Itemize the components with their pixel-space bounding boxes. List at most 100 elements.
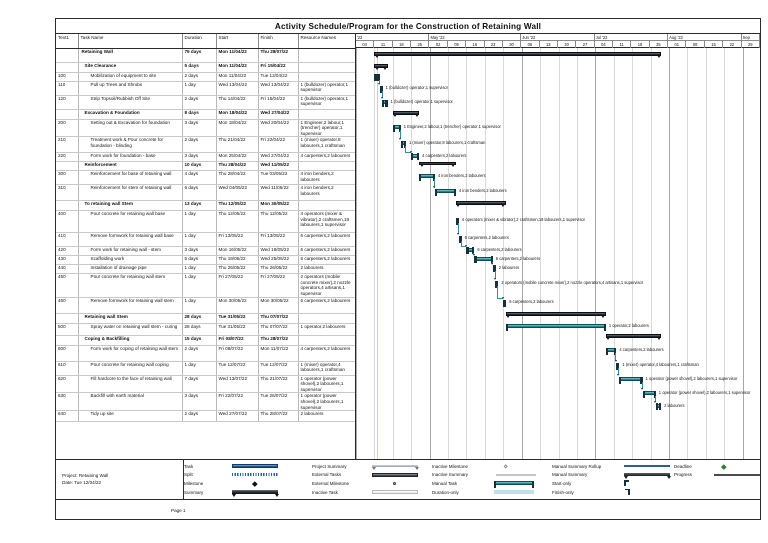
legend-item-label: Duration-only [432,489,459,495]
gantt-summary-bar[interactable] [419,161,456,167]
legend-item-label: Manual Summary Rollup [552,463,602,469]
table-row[interactable]: 600 Form work for coping of retaining wal… [56,345,355,362]
cell-resources: 1 (mixer) operator,4 labourers,1 craftsm… [298,361,355,376]
legend-item-label: Deadline [674,463,692,469]
legend-item-label: Manual Summary [552,472,588,478]
gantt-task-bar[interactable] [455,217,459,225]
gantt-task-bar[interactable] [374,74,380,81]
table-row[interactable]: 450 Pour concrete for retaining wall stem… [56,273,355,298]
cell-duration: 10 days [182,161,217,172]
cell-task-name: Coping & Backfilling [78,335,183,346]
table-row[interactable]: 620 Fill hardcore to the face of retainin… [56,375,355,394]
cell-resources [298,62,355,73]
col-header-start[interactable]: Start [216,34,259,49]
table-row[interactable]: 640 Tidy up site 2 days Wed 27/07/22 Thu 28/… [56,410,355,423]
gantt-summary-bar[interactable] [392,111,420,117]
table-row[interactable]: 200 Setting out & Excavation for foundati… [56,119,355,138]
gantt-summary-bar[interactable] [455,201,506,207]
gantt-task-bar[interactable] [458,235,462,243]
cell-task-name: Strip Topsoil/Rubbish Off Site [78,95,183,110]
gantt-task-bar[interactable] [605,347,617,355]
gantt-task-bar[interactable] [466,247,475,254]
cell-resources: 4 iron benders,2 labourers [298,184,355,202]
cell-start: Thu 14/04/22 [216,95,259,110]
gantt-task-bar[interactable] [616,362,620,370]
table-row[interactable]: Retaining Wall 79 days Mon 11/04/22 Thu 28/… [56,48,355,63]
gantt-task-bar[interactable] [495,280,499,288]
gantt-task-bar[interactable] [642,390,656,398]
col-header-duration[interactable]: Duration [182,34,217,49]
gantt-project-summary-bar[interactable] [374,52,662,58]
table-row[interactable]: 630 Backfill with earth material 3 days Fri… [56,392,355,412]
legend-item-symbol [494,473,550,477]
legend-item-symbol [624,489,680,496]
gantt-task-bar[interactable] [618,376,643,384]
external-milestone-dot-icon [393,481,397,486]
gantt-task-bar[interactable] [379,85,383,93]
gantt-task-bar[interactable] [411,153,420,160]
gantt-task-bar[interactable] [382,99,388,107]
table-row[interactable]: 610 Pour concrete for retaining wall copi… [56,361,355,376]
table-row[interactable]: Site Clearance 5 days Mon 11/04/22 Fri 15/0… [56,62,355,73]
cell-resources: 1 (mixer) operator,8 labourers,1 craftsm… [298,136,355,154]
cell-task-name: Setting out & Excavation for foundation [78,119,183,138]
table-row[interactable]: 100 Mobilization of equipment to site 2 da… [56,72,355,82]
table-row[interactable]: 420 Form work for retaining wall - stem 3 … [56,246,355,257]
legend-item-label: Inactive Task [312,489,338,495]
dependency-link [378,79,380,84]
table-row[interactable]: Reinforcement 10 days Thu 28/04/22 Wed 11/0… [56,161,355,172]
gantt-task-bar[interactable] [392,124,401,132]
table-row[interactable]: 400 Pour concrete for retaining wall base… [56,210,355,234]
cell-duration: 13 days [182,200,217,212]
cell-duration: 8 days [182,109,217,120]
deadline-diamond-icon [721,463,727,469]
table-row[interactable]: To retaining wall Stem 13 days Thu 12/05/2… [56,200,355,212]
cell-finish: Wed 27/04/22 [258,152,299,163]
col-header-text1[interactable]: Text1 [56,34,79,49]
gantt-task-bar[interactable] [400,140,406,148]
cell-start: Mon 11/04/22 [216,62,259,73]
col-header-resources[interactable]: Resource Names [298,34,355,49]
legend-item: Task [184,462,288,471]
gantt-task-bar[interactable] [419,173,435,181]
table-row[interactable]: 300 Reinforcement for base of retaining w… [56,170,355,186]
table-row[interactable]: 500 Spray water on retaining wall stem - … [56,323,355,336]
dependency-arrow [409,150,412,153]
table-row[interactable]: 310 Reinforcement for stem of retaining w… [56,184,355,202]
gantt-task-bar[interactable] [503,299,507,307]
legend-column: Task Split Milestone Summary [184,462,288,498]
gantt-task-bar[interactable] [434,188,456,196]
table-row[interactable]: Retaining wall Stem 28 days Tue 31/05/22 Th… [56,313,355,324]
table-row[interactable]: 210 Treatment work & Pour concrete for fo… [56,136,355,154]
gantt-bar-resource-label: 1 Engineer,2 labour,1 (trencher) operato… [403,124,501,130]
gantt-summary-bar[interactable] [374,64,388,70]
dependency-arrow [472,253,475,256]
table-row[interactable]: Coping & Backfilling 15 days Fri 08/07/22 T… [56,335,355,346]
cell-text1: 300 [56,170,79,186]
cell-start: Thu 21/04/22 [216,136,259,154]
timeline-week-tick: 22 [723,41,742,48]
col-header-finish[interactable]: Finish [258,34,299,49]
gantt-summary-bar[interactable] [505,312,606,318]
dependency-link [497,298,504,299]
table-row[interactable]: 430 Scaffolding work 5 days Thu 19/05/22 Wed… [56,255,355,266]
gantt-task-bar[interactable] [474,256,493,263]
dependency-link [460,241,462,246]
table-row[interactable]: Excavation & Foundation 8 days Mon 18/04/2… [56,109,355,120]
legend-item-symbol [714,463,768,469]
table-row[interactable]: 460 Remove formwork for retaining wall st… [56,297,355,314]
timeline-month-tick: Jun '22 [521,34,595,40]
table-row[interactable]: 220 Form work for foundation - base 3 days… [56,152,355,163]
gantt-task-bar[interactable] [492,265,496,272]
col-header-task-name[interactable]: Task Name [78,34,183,49]
gantt-task-bar[interactable] [505,323,606,331]
table-row[interactable]: 410 Remove formwork for retaining wall ba… [56,232,355,248]
cell-duration: 2 days [182,345,217,362]
legend-item: Start-only [552,479,680,488]
cell-finish: Fri 13/05/22 [258,232,299,248]
gantt-summary-bar[interactable] [605,334,662,340]
table-row[interactable]: 120 Strip Topsoil/Rubbish Off Site 2 days T… [56,95,355,110]
table-row[interactable]: 440 Installation of drainage pipe 1 day Thu… [56,264,355,275]
gantt-task-bar[interactable] [655,403,662,410]
table-row[interactable]: 110 Pull up Trees and Shrubs 1 day Wed 13/0… [56,81,355,96]
